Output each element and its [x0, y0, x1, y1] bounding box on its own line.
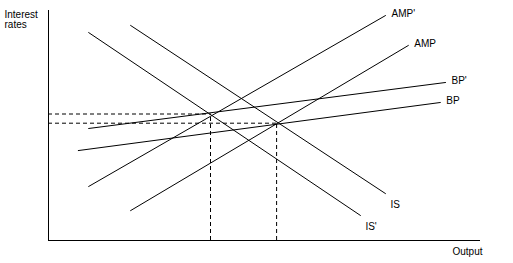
svg-text:Interestrates: Interestrates: [5, 9, 39, 30]
svg-text:BP': BP': [452, 75, 467, 86]
svg-text:BP: BP: [446, 95, 460, 106]
svg-text:AMP': AMP': [391, 8, 415, 19]
svg-text:Output: Output: [452, 246, 482, 257]
svg-text:IS: IS: [390, 199, 400, 210]
svg-text:AMP: AMP: [414, 38, 436, 49]
svg-text:IS': IS': [365, 221, 376, 232]
